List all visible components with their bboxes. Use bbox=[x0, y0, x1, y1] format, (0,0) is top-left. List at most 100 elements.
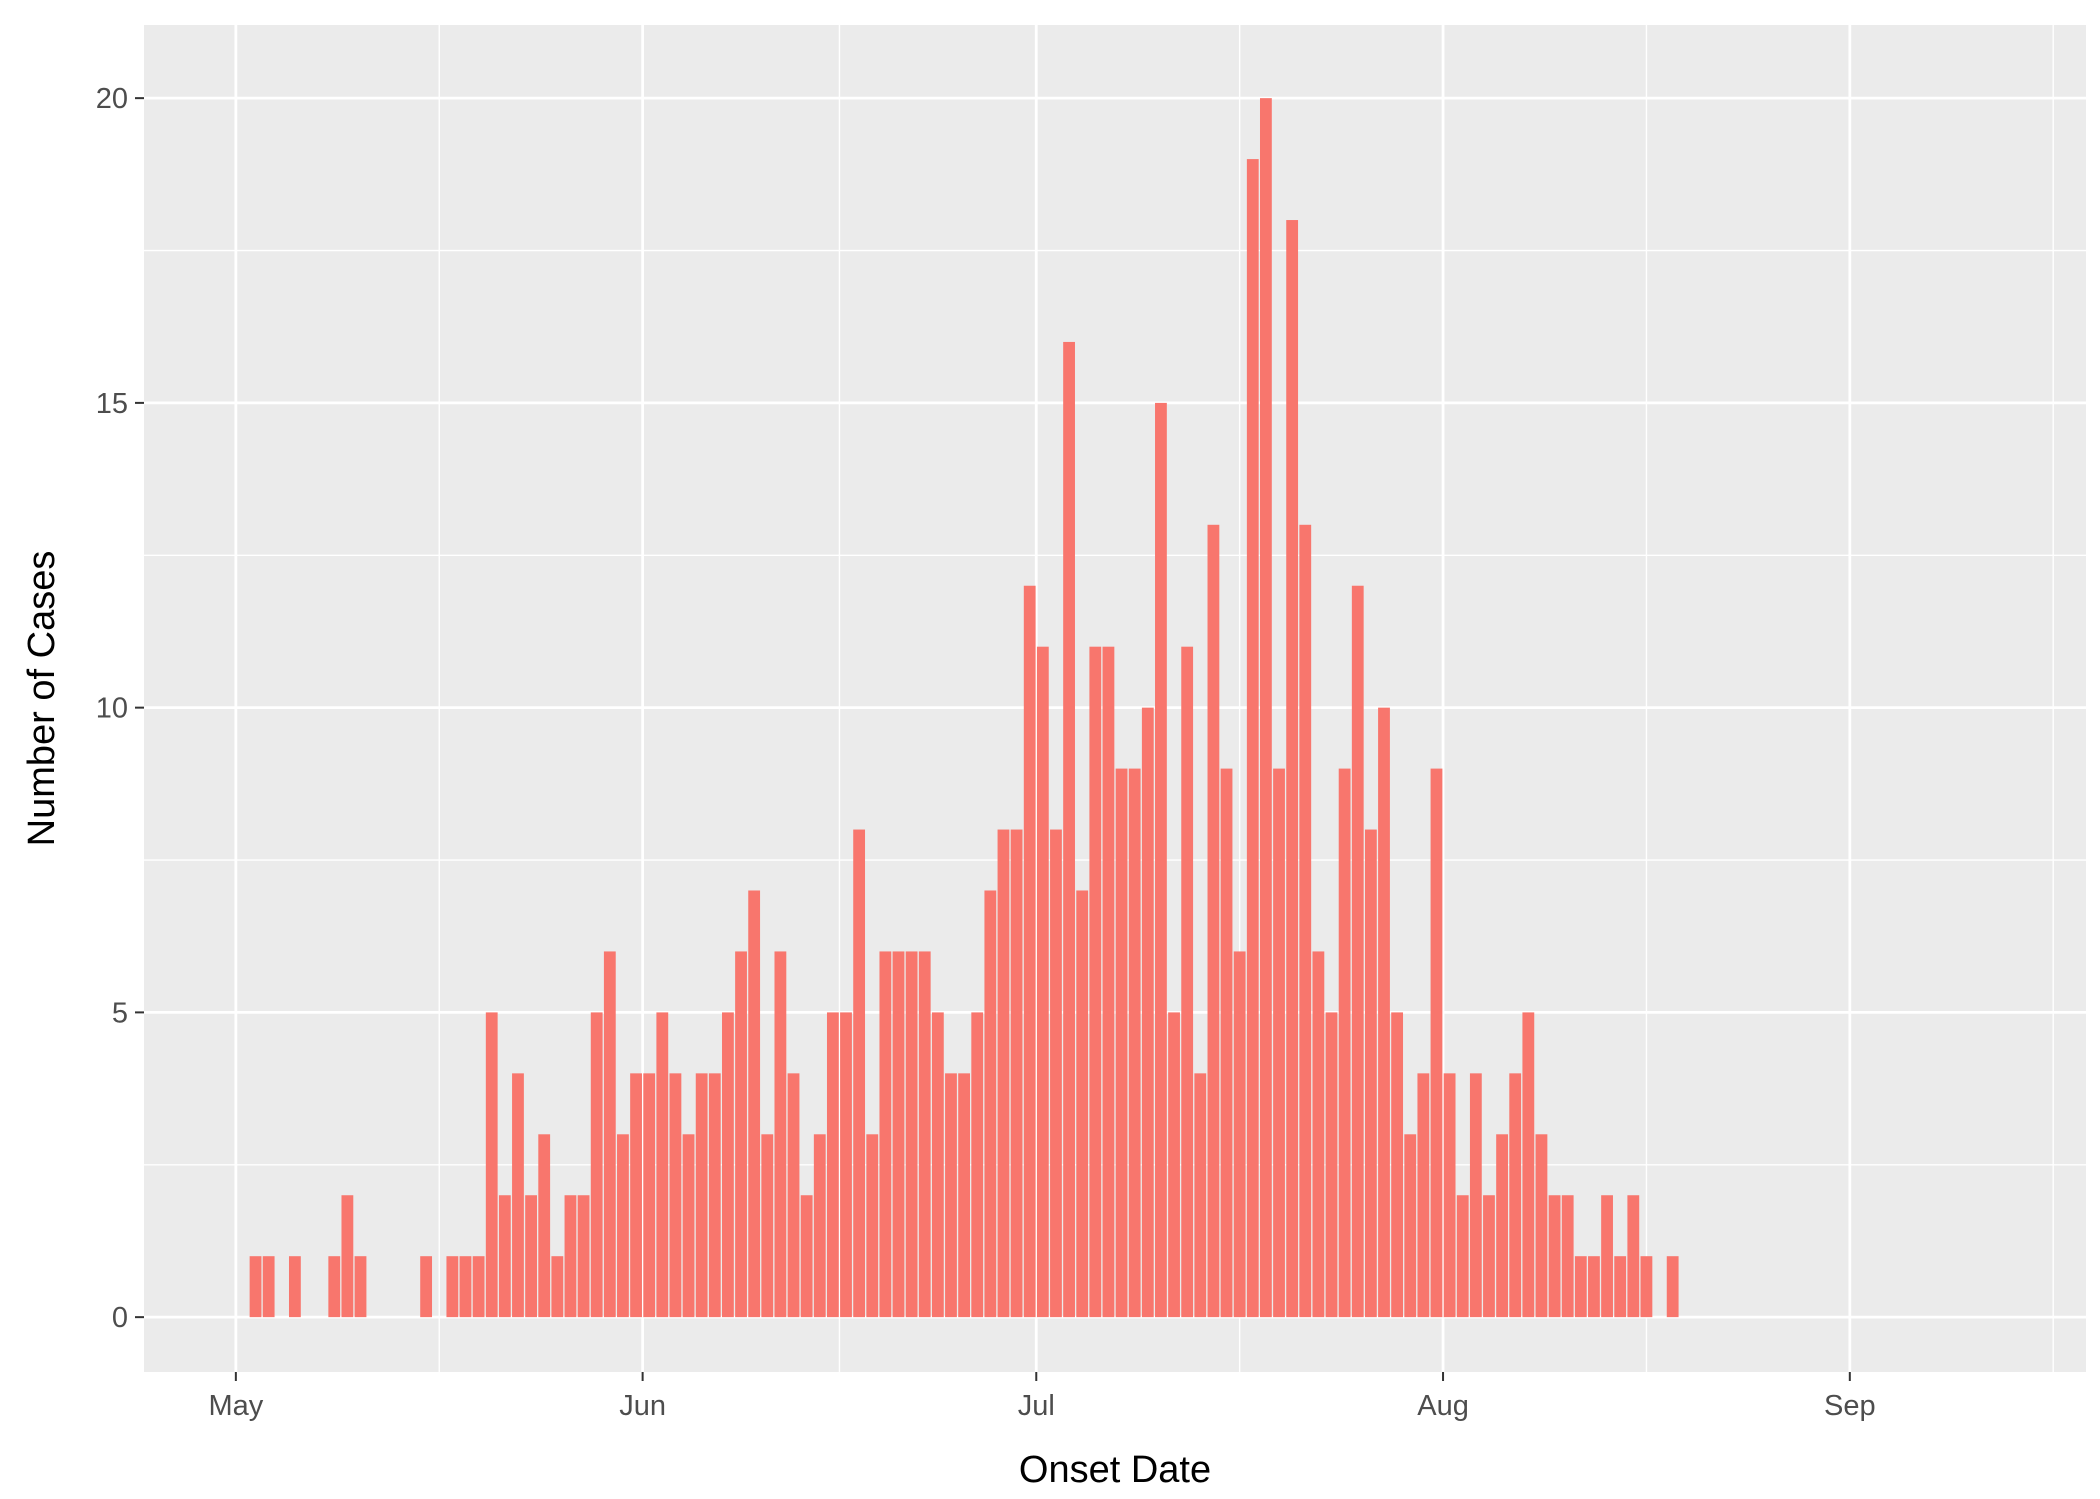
bar bbox=[538, 1134, 551, 1318]
bar bbox=[1522, 1012, 1535, 1318]
bar bbox=[354, 1256, 367, 1318]
bar bbox=[1496, 1134, 1508, 1318]
x-tick-label: Sep bbox=[1824, 1390, 1876, 1422]
bar bbox=[918, 951, 931, 1318]
bar bbox=[853, 829, 866, 1318]
bar bbox=[826, 1012, 839, 1318]
bar bbox=[1076, 890, 1089, 1318]
bar bbox=[617, 1134, 629, 1318]
bar bbox=[1351, 585, 1364, 1318]
bar bbox=[1089, 646, 1102, 1318]
bar bbox=[1050, 829, 1062, 1318]
bar bbox=[590, 1012, 603, 1318]
bar bbox=[485, 1012, 498, 1318]
bar bbox=[1010, 829, 1023, 1318]
bar bbox=[1417, 1073, 1430, 1318]
y-axis: 0 5 10 15 20 bbox=[96, 83, 144, 1334]
bar bbox=[787, 1073, 800, 1318]
bar bbox=[1378, 707, 1390, 1318]
bar bbox=[748, 890, 761, 1318]
bar bbox=[945, 1073, 957, 1318]
bar bbox=[1666, 1256, 1679, 1318]
bar bbox=[1259, 98, 1272, 1318]
x-tick-label: May bbox=[208, 1390, 263, 1422]
bar bbox=[866, 1134, 879, 1318]
bar bbox=[1561, 1195, 1574, 1318]
bar bbox=[958, 1073, 971, 1318]
bar bbox=[1194, 1073, 1207, 1318]
bar bbox=[446, 1256, 459, 1318]
bar bbox=[249, 1256, 262, 1318]
bar bbox=[892, 951, 905, 1318]
bar bbox=[1246, 159, 1259, 1318]
bar bbox=[971, 1012, 984, 1318]
bar bbox=[1404, 1134, 1417, 1318]
x-axis-title: Onset Date bbox=[1019, 1449, 1211, 1491]
bars bbox=[249, 98, 1679, 1318]
bar bbox=[1155, 402, 1167, 1318]
bar bbox=[1548, 1195, 1561, 1318]
bar bbox=[931, 1012, 944, 1318]
bar bbox=[1312, 951, 1325, 1318]
bar bbox=[984, 890, 997, 1318]
bar bbox=[774, 951, 787, 1318]
bar bbox=[813, 1134, 826, 1318]
bar bbox=[1299, 524, 1312, 1318]
bar bbox=[656, 1012, 669, 1318]
x-tick-label: Aug bbox=[1417, 1390, 1469, 1422]
bar bbox=[1483, 1195, 1495, 1318]
bar bbox=[905, 951, 918, 1318]
bar bbox=[1443, 1073, 1456, 1318]
bar bbox=[1286, 220, 1299, 1318]
y-tick-label: 5 bbox=[112, 997, 128, 1029]
bar bbox=[643, 1073, 656, 1318]
bar bbox=[1640, 1256, 1653, 1318]
bar bbox=[459, 1256, 472, 1318]
x-axis: May Jun Jul Aug Sep bbox=[208, 1372, 1876, 1422]
bar bbox=[328, 1256, 341, 1318]
bar bbox=[1141, 707, 1154, 1318]
bar bbox=[997, 829, 1010, 1318]
bar bbox=[1233, 951, 1246, 1318]
bar bbox=[525, 1195, 537, 1318]
x-tick-label: Jun bbox=[619, 1390, 666, 1422]
bar bbox=[761, 1134, 774, 1318]
bar bbox=[1364, 829, 1377, 1318]
bar bbox=[695, 1073, 708, 1318]
bar bbox=[1601, 1195, 1613, 1318]
y-tick-label: 10 bbox=[96, 693, 128, 725]
x-tick-label: Jul bbox=[1018, 1390, 1055, 1422]
y-tick-label: 0 bbox=[112, 1302, 128, 1334]
bar bbox=[1181, 646, 1194, 1318]
bar bbox=[472, 1256, 485, 1318]
bar bbox=[1391, 1012, 1404, 1318]
bar bbox=[1509, 1073, 1522, 1318]
bar bbox=[420, 1256, 433, 1318]
bar bbox=[1535, 1134, 1548, 1318]
bar bbox=[1588, 1256, 1600, 1318]
bar bbox=[1574, 1256, 1587, 1318]
bar bbox=[879, 951, 892, 1318]
bar bbox=[1430, 768, 1443, 1318]
bar bbox=[262, 1256, 275, 1318]
bar bbox=[722, 1012, 734, 1318]
bar bbox=[669, 1073, 682, 1318]
bar bbox=[577, 1195, 590, 1318]
bar bbox=[1614, 1256, 1627, 1318]
bar bbox=[1469, 1073, 1482, 1318]
plot-panel bbox=[144, 25, 2086, 1372]
grid-major bbox=[144, 25, 2086, 1372]
bar bbox=[1023, 585, 1036, 1318]
bar bbox=[512, 1073, 524, 1318]
y-axis-title: Number of Cases bbox=[21, 551, 63, 847]
bar bbox=[1036, 646, 1049, 1318]
bar bbox=[1063, 341, 1075, 1318]
bar bbox=[603, 951, 616, 1318]
bar bbox=[341, 1195, 354, 1318]
bar bbox=[1220, 768, 1233, 1318]
y-tick-label: 15 bbox=[96, 388, 128, 420]
bar bbox=[1102, 646, 1115, 1318]
bar bbox=[630, 1073, 642, 1318]
bar bbox=[682, 1134, 695, 1318]
